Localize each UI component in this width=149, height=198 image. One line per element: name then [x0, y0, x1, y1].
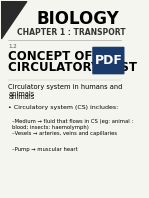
Text: 1.2: 1.2 [8, 44, 17, 49]
Text: –Vesels → arteries, veins and capillaries: –Vesels → arteries, veins and capillarie… [12, 130, 117, 136]
Text: CONCEPT OF THE: CONCEPT OF THE [8, 50, 123, 63]
Text: CHAPTER 1 : TRANSPORT: CHAPTER 1 : TRANSPORT [17, 29, 125, 37]
Text: –Medium → fluid that flows in CS (eg: animal : blood; insects: haemolymph): –Medium → fluid that flows in CS (eg: an… [12, 119, 133, 129]
FancyBboxPatch shape [92, 47, 125, 74]
Text: Circulatory system in humans and animals: Circulatory system in humans and animals [8, 84, 123, 97]
Text: CIRCULATORY SYST: CIRCULATORY SYST [8, 61, 137, 74]
Polygon shape [1, 1, 27, 39]
Text: –Pump → muscular heart: –Pump → muscular heart [12, 147, 77, 152]
Text: PDF: PDF [94, 54, 122, 67]
Text: BIOLOGY: BIOLOGY [36, 10, 119, 28]
Text: animals: animals [8, 94, 34, 100]
Text: • Circulatory system (CS) includes:: • Circulatory system (CS) includes: [8, 105, 118, 110]
